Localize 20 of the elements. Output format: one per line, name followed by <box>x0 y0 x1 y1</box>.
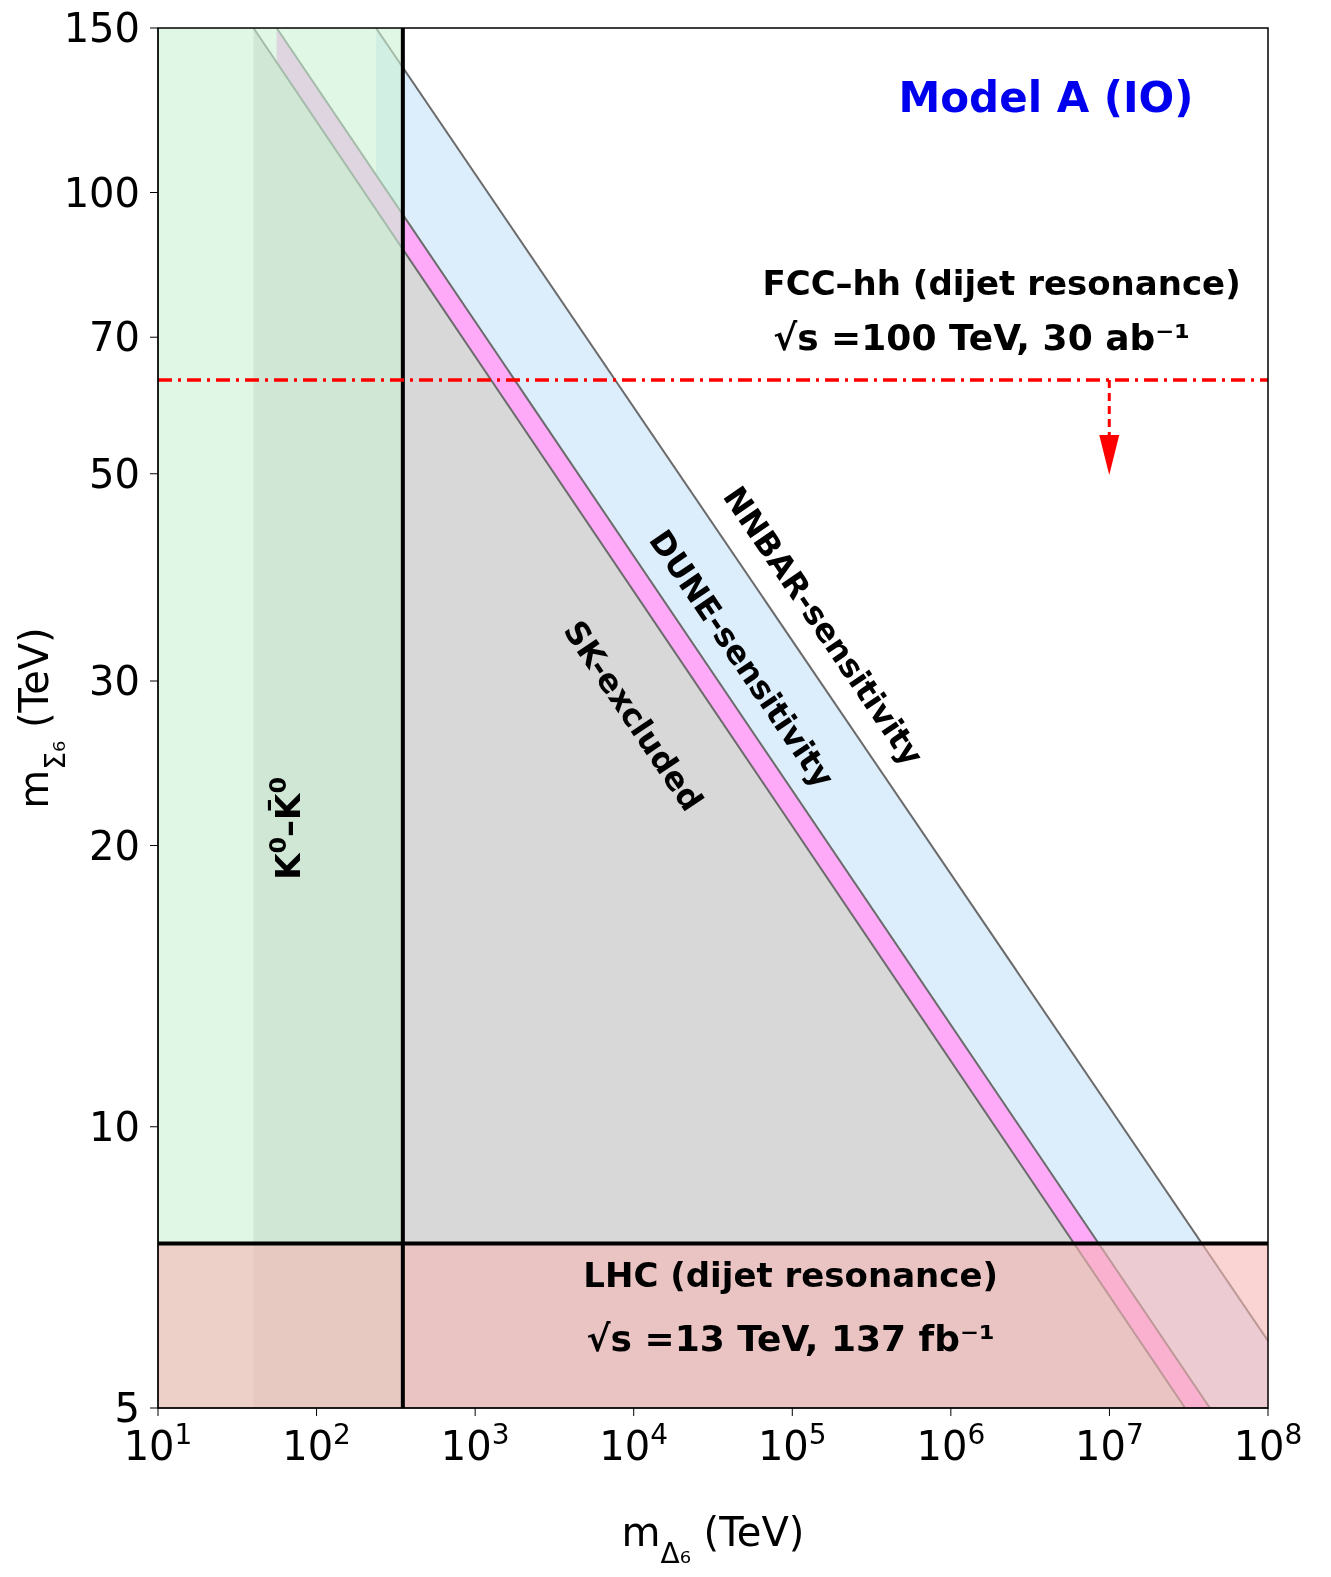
x-tick-label: 10$^{4}$ <box>599 1417 669 1469</box>
ref-line-label: FCC–hh (dijet resonance) <box>762 262 1241 303</box>
annotation: √s =100 TeV, 30 ab⁻¹ <box>773 316 1191 358</box>
y-tick-label: 10 <box>89 1103 140 1150</box>
y-tick-label: 30 <box>89 658 140 705</box>
x-axis-title: m$_{Δ₆}$ (TeV) <box>621 1509 805 1570</box>
y-tick-label: 150 <box>63 5 140 51</box>
y-tick-label: 100 <box>63 169 140 216</box>
x-tick-label: 10$^{7}$ <box>1075 1417 1144 1469</box>
y-tick-label: 70 <box>89 314 140 361</box>
y-tick-label: 20 <box>89 822 140 869</box>
annotation: √s =13 TeV, 137 fb⁻¹ <box>586 1318 995 1360</box>
band-label: LHC (dijet resonance) <box>583 1255 999 1296</box>
x-tick-label: 10$^{3}$ <box>440 1417 510 1469</box>
text: Model A (IO) <box>898 73 1194 122</box>
x-tick-label: 10$^{5}$ <box>757 1417 827 1469</box>
x-tick-label: 10$^{8}$ <box>1233 1417 1303 1469</box>
x-tick-label: 10$^{2}$ <box>282 1417 351 1469</box>
y-tick-label: 50 <box>89 450 140 497</box>
x-tick-label: 10$^{6}$ <box>916 1417 986 1469</box>
